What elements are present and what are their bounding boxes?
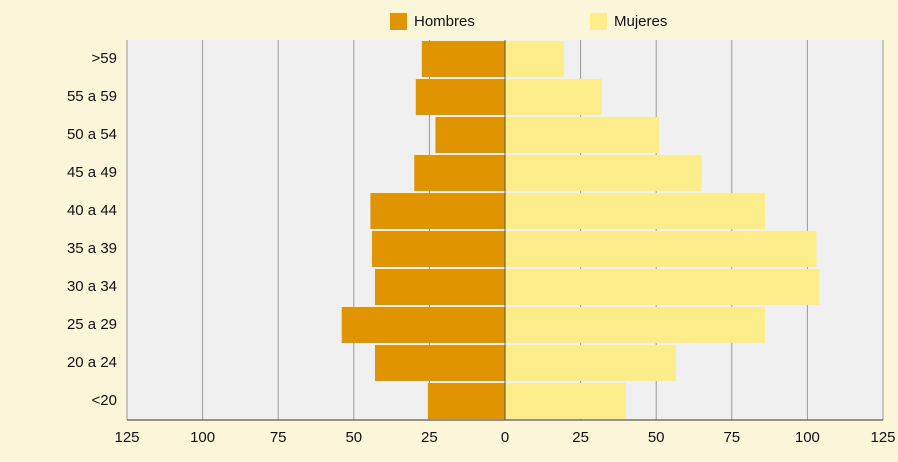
bar [371, 231, 505, 267]
bar [435, 117, 505, 153]
legend-label: Mujeres [614, 13, 667, 30]
bar [505, 41, 564, 77]
bar [374, 269, 505, 305]
x-tick-label: 25 [572, 429, 589, 446]
bar [414, 155, 505, 191]
y-tick-label: 55 a 59 [67, 88, 117, 105]
bar [415, 79, 505, 115]
x-tick-label: 125 [870, 429, 895, 446]
bar [421, 41, 505, 77]
legend-swatch [390, 13, 407, 30]
bar [427, 383, 505, 419]
x-tick-label: 25 [421, 429, 438, 446]
y-tick-label: <20 [92, 392, 117, 409]
bar [505, 269, 820, 305]
y-tick-label: 40 a 44 [67, 202, 117, 219]
bar [505, 155, 702, 191]
y-tick-label: 35 a 39 [67, 240, 117, 257]
y-tick-label: >59 [92, 50, 117, 67]
y-tick-label: 50 a 54 [67, 126, 117, 143]
x-tick-label: 50 [648, 429, 665, 446]
legend-label: Hombres [414, 13, 475, 30]
y-tick-label: 45 a 49 [67, 164, 117, 181]
x-tick-label: 75 [270, 429, 287, 446]
y-tick-label: 20 a 24 [67, 354, 117, 371]
bar [505, 383, 626, 419]
x-tick-label: 0 [501, 429, 509, 446]
y-tick-label: 25 a 29 [67, 316, 117, 333]
bar [505, 345, 676, 381]
bar [505, 193, 766, 229]
x-tick-label: 100 [795, 429, 820, 446]
bar [370, 193, 505, 229]
bar [374, 345, 505, 381]
bar [505, 79, 602, 115]
bar [505, 231, 817, 267]
bar [505, 307, 766, 343]
legend-swatch [590, 13, 607, 30]
y-tick-label: 30 a 34 [67, 278, 117, 295]
x-tick-label: 50 [345, 429, 362, 446]
x-tick-label: 75 [723, 429, 740, 446]
bar [341, 307, 505, 343]
bar [505, 117, 660, 153]
x-tick-label: 125 [114, 429, 139, 446]
x-tick-label: 100 [190, 429, 215, 446]
